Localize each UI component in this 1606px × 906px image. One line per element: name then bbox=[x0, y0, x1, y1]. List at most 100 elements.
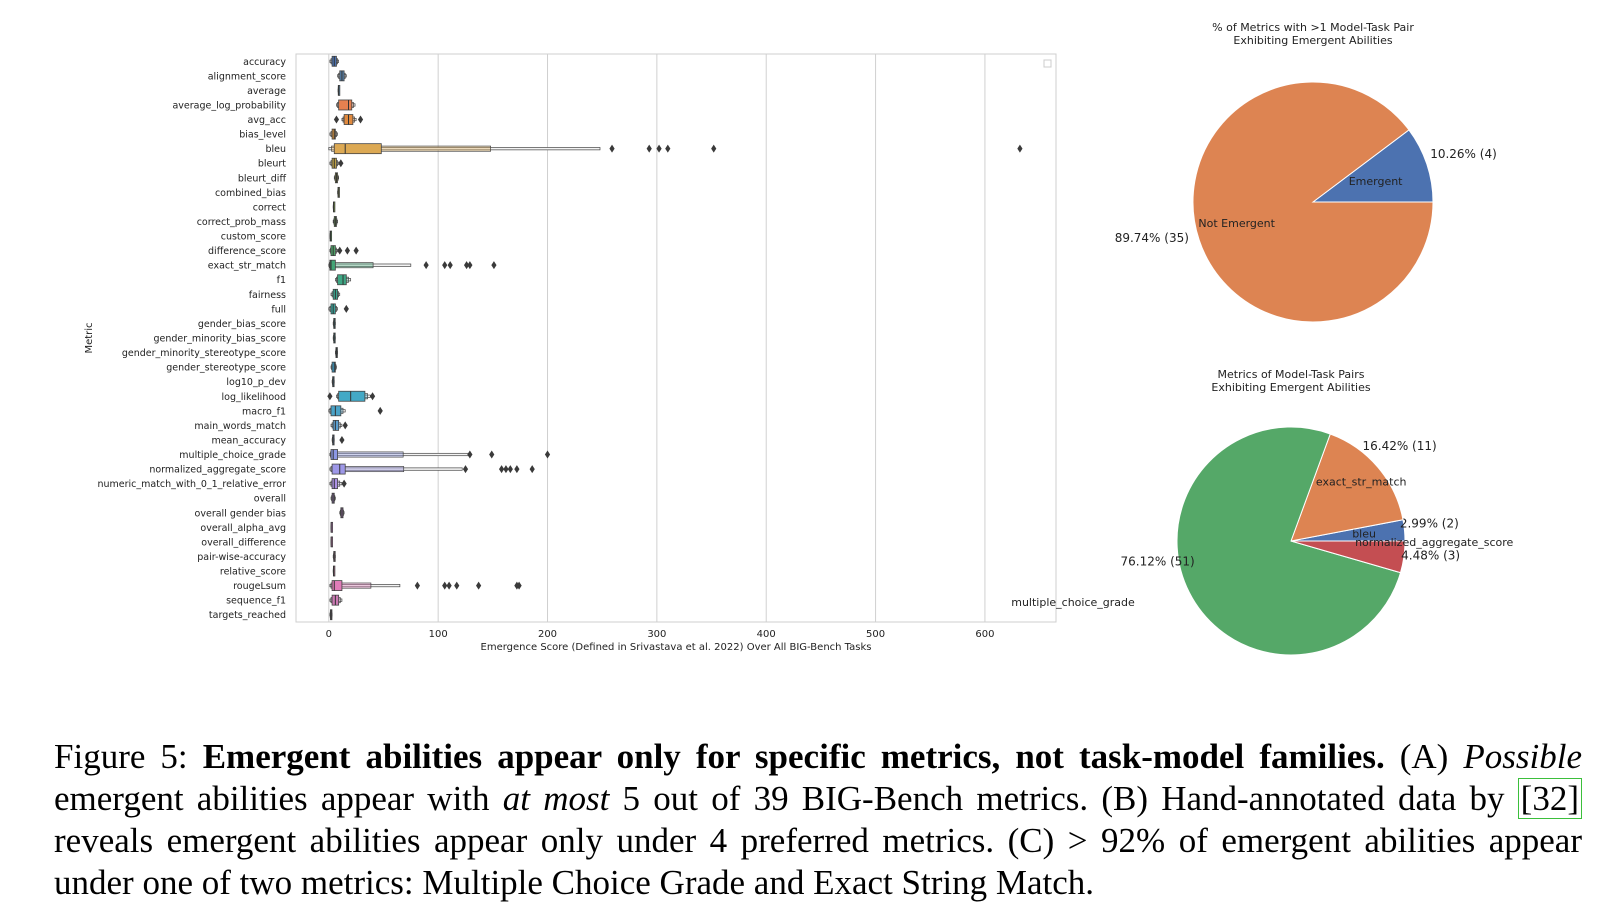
boxen-box bbox=[330, 449, 338, 460]
y-tick-label: correct bbox=[253, 202, 287, 213]
caption-prefix: Figure 5: bbox=[54, 737, 203, 776]
boxen-box bbox=[331, 128, 336, 140]
outlier-point bbox=[516, 581, 522, 590]
x-tick-label: 0 bbox=[326, 629, 332, 640]
outlier-point bbox=[339, 435, 345, 444]
outlier-point bbox=[447, 261, 453, 270]
pie-pct-label: 4.48% (3) bbox=[1401, 549, 1460, 563]
boxen-level-outer bbox=[328, 263, 412, 267]
pie-slice bbox=[1192, 81, 1434, 323]
caption-italic-2: at most bbox=[502, 779, 610, 818]
boxen-level-mid bbox=[329, 262, 374, 269]
outlier-point bbox=[333, 115, 340, 124]
outlier-point bbox=[353, 246, 359, 255]
pie-slice-label: multiple_choice_grade bbox=[1011, 596, 1135, 609]
outlier-point bbox=[507, 465, 513, 474]
outlier-point bbox=[467, 450, 473, 459]
y-tick-label: gender_stereotype_score bbox=[166, 363, 286, 374]
y-tick-label: log_likelihood bbox=[222, 392, 286, 403]
pie-slice-label: normalized_aggregate_score bbox=[1355, 536, 1513, 549]
caption-part-2: emergent abilities appear with bbox=[54, 779, 503, 818]
caption-part-3: 5 out of 39 BIG-Bench metrics. (B) Hand-… bbox=[609, 779, 1518, 818]
x-tick-label: 500 bbox=[866, 629, 885, 640]
outlier-point bbox=[529, 465, 535, 474]
y-tick-label: overall_difference bbox=[201, 537, 286, 548]
outlier-point bbox=[343, 304, 349, 313]
x-tick-label: 100 bbox=[429, 629, 448, 640]
y-tick-label: f1 bbox=[277, 275, 286, 286]
outlier-point bbox=[423, 261, 429, 270]
outlier-point bbox=[1017, 144, 1023, 153]
outlier-point bbox=[656, 144, 662, 153]
y-tick-label: overall gender bias bbox=[195, 508, 286, 519]
pie-chart-emergent-share: % of Metrics with >1 Model-Task PairExhi… bbox=[1115, 21, 1497, 323]
pie-pct-label: 89.74% (35) bbox=[1115, 231, 1189, 245]
outlier-point bbox=[463, 261, 470, 270]
boxen-level-outer bbox=[329, 467, 463, 471]
y-tick-label: average bbox=[247, 86, 286, 97]
y-tick-label: accuracy bbox=[243, 57, 286, 68]
outlier-point bbox=[442, 581, 448, 590]
pie-title: % of Metrics with >1 Model-Task Pair bbox=[1212, 21, 1414, 34]
outlier-point bbox=[344, 246, 350, 255]
pie-title: Metrics of Model-Task Pairs bbox=[1218, 368, 1365, 381]
boxen-box bbox=[332, 419, 340, 431]
pie-slice bbox=[1290, 540, 1406, 574]
outlier-point bbox=[327, 392, 333, 401]
y-axis-label: Metric bbox=[84, 322, 95, 353]
y-tick-label: log10_p_dev bbox=[226, 377, 286, 388]
y-tick-label: gender_minority_stereotype_score bbox=[122, 348, 286, 359]
x-tick-label: 400 bbox=[757, 629, 776, 640]
y-tick-label: combined_bias bbox=[215, 188, 286, 199]
outlier-point bbox=[462, 465, 469, 474]
pie-pct-label: 16.42% (11) bbox=[1362, 439, 1436, 453]
outlier-point bbox=[342, 421, 348, 430]
caption-italic-1: Possible bbox=[1463, 737, 1582, 776]
pie-title: Exhibiting Emergent Abilities bbox=[1211, 381, 1370, 394]
plot-frame bbox=[295, 53, 1057, 623]
x-tick-label: 200 bbox=[538, 629, 557, 640]
outlier-point bbox=[341, 479, 347, 488]
y-tick-label: numeric_match_with_0_1_relative_error bbox=[97, 479, 286, 490]
y-tick-label: alignment_score bbox=[208, 71, 286, 82]
pie-slice-label: exact_str_match bbox=[1316, 476, 1407, 489]
y-tick-label: relative_score bbox=[220, 567, 286, 578]
outlier-point bbox=[491, 261, 497, 270]
caption-part-4: reveals emergent abilities appear only u… bbox=[54, 821, 1582, 902]
boxen-box bbox=[331, 361, 336, 373]
y-tick-label: gender_bias_score bbox=[198, 319, 286, 330]
boxen-level-mid bbox=[331, 145, 491, 152]
outlier-point bbox=[514, 465, 520, 474]
boxen-box bbox=[330, 405, 342, 417]
boxen-box bbox=[331, 463, 346, 475]
legend-box bbox=[1043, 59, 1052, 68]
pie-slice bbox=[1176, 426, 1402, 656]
outlier-point bbox=[454, 581, 460, 590]
pie-pct-label: 10.26% (4) bbox=[1430, 147, 1497, 161]
outlier-point bbox=[377, 406, 383, 415]
boxen-plot: 0 100 200 300 400 500 600 Emergence Score (Defi… bbox=[84, 53, 1057, 653]
outlier-point bbox=[337, 246, 343, 255]
y-tick-label: correct_prob_mass bbox=[197, 217, 286, 228]
outlier-point bbox=[665, 144, 671, 153]
pie-slice-label: Emergent bbox=[1349, 175, 1403, 188]
outlier-point bbox=[446, 581, 452, 590]
y-tick-label: targets_reached bbox=[209, 610, 286, 621]
boxen-level-mid bbox=[330, 451, 404, 458]
y-tick-label: bleu bbox=[265, 144, 286, 155]
citation-link[interactable]: [32] bbox=[1517, 778, 1582, 819]
boxen-level-outer bbox=[329, 584, 401, 588]
pie-pct-label: 76.12% (51) bbox=[1121, 555, 1195, 569]
pie-slice-label: bleu bbox=[1352, 528, 1376, 541]
outlier-point bbox=[357, 115, 364, 124]
pie-slice bbox=[1311, 129, 1434, 203]
caption-bold: Emergent abilities appear only for speci… bbox=[202, 737, 1385, 776]
outlier-point bbox=[711, 144, 717, 153]
y-tick-label: fairness bbox=[249, 290, 286, 301]
boxen-box bbox=[331, 478, 338, 490]
y-tick-label: custom_score bbox=[221, 232, 286, 243]
y-tick-label: exact_str_match bbox=[208, 261, 286, 272]
boxen-box bbox=[329, 259, 336, 271]
outlier-point bbox=[489, 450, 495, 459]
